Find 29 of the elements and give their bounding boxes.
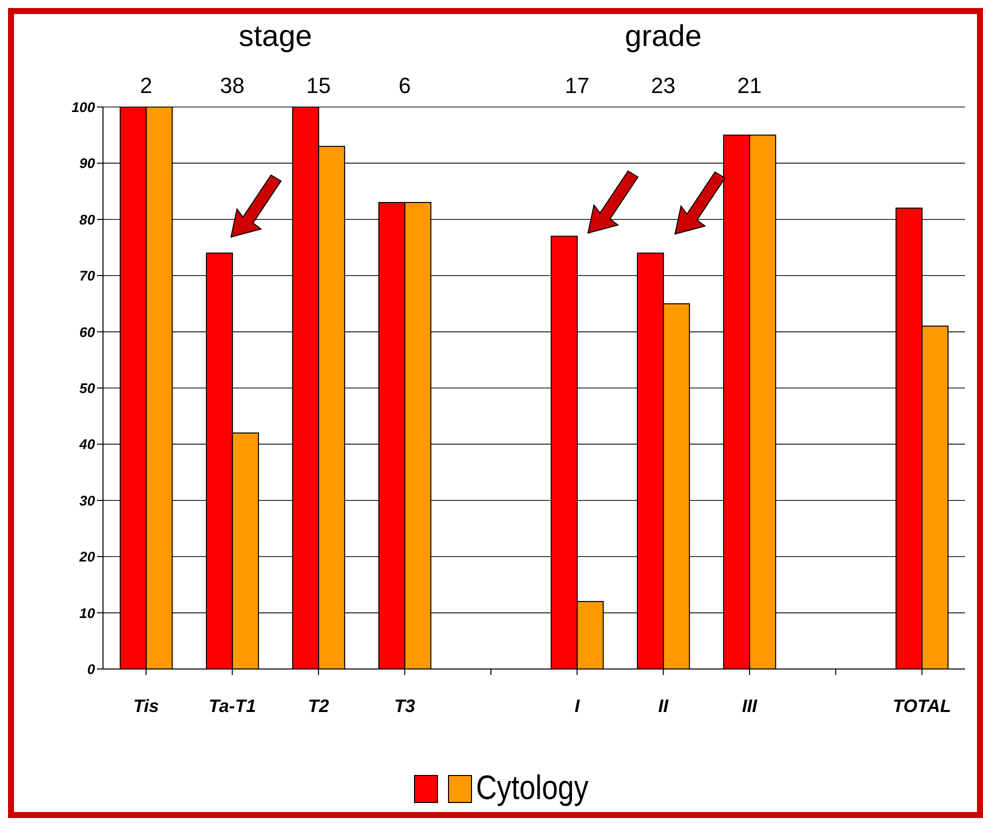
y-tick-label: 0 [87, 660, 96, 677]
text: 23 [651, 73, 676, 98]
x-tick-label: Tis [133, 696, 159, 716]
text: 6 [398, 73, 411, 98]
x-tick-label: I [574, 696, 581, 716]
text: 2 [140, 73, 152, 98]
y-tick-label: 40 [78, 436, 96, 452]
y-tick-label: 90 [79, 155, 96, 172]
y-tick-label: 70 [79, 268, 96, 284]
text: 21 [737, 73, 762, 98]
text: 15 [306, 73, 331, 98]
y-tick-label: 30 [79, 492, 96, 508]
x-tick-label: III [742, 696, 758, 716]
y-tick-label: 50 [79, 380, 96, 396]
text: 17 [564, 73, 590, 98]
x-tick-label: TOTAL [892, 696, 952, 716]
y-tick-label: 80 [79, 211, 96, 228]
y-tick-label: 20 [78, 548, 96, 565]
x-tick-label: Ta-T1 [208, 696, 256, 716]
x-tick-label: II [658, 696, 670, 716]
y-tick-label: 60 [79, 324, 96, 340]
y-tick-label: 100 [72, 98, 96, 115]
y-tick-label: 10 [79, 604, 96, 621]
x-tick-label: T2 [308, 696, 330, 716]
text: 38 [220, 73, 245, 98]
text: grade [624, 20, 702, 53]
legend-label: Cytology [476, 769, 589, 808]
x-tick-label: T3 [394, 696, 416, 716]
text: stage [238, 20, 312, 53]
